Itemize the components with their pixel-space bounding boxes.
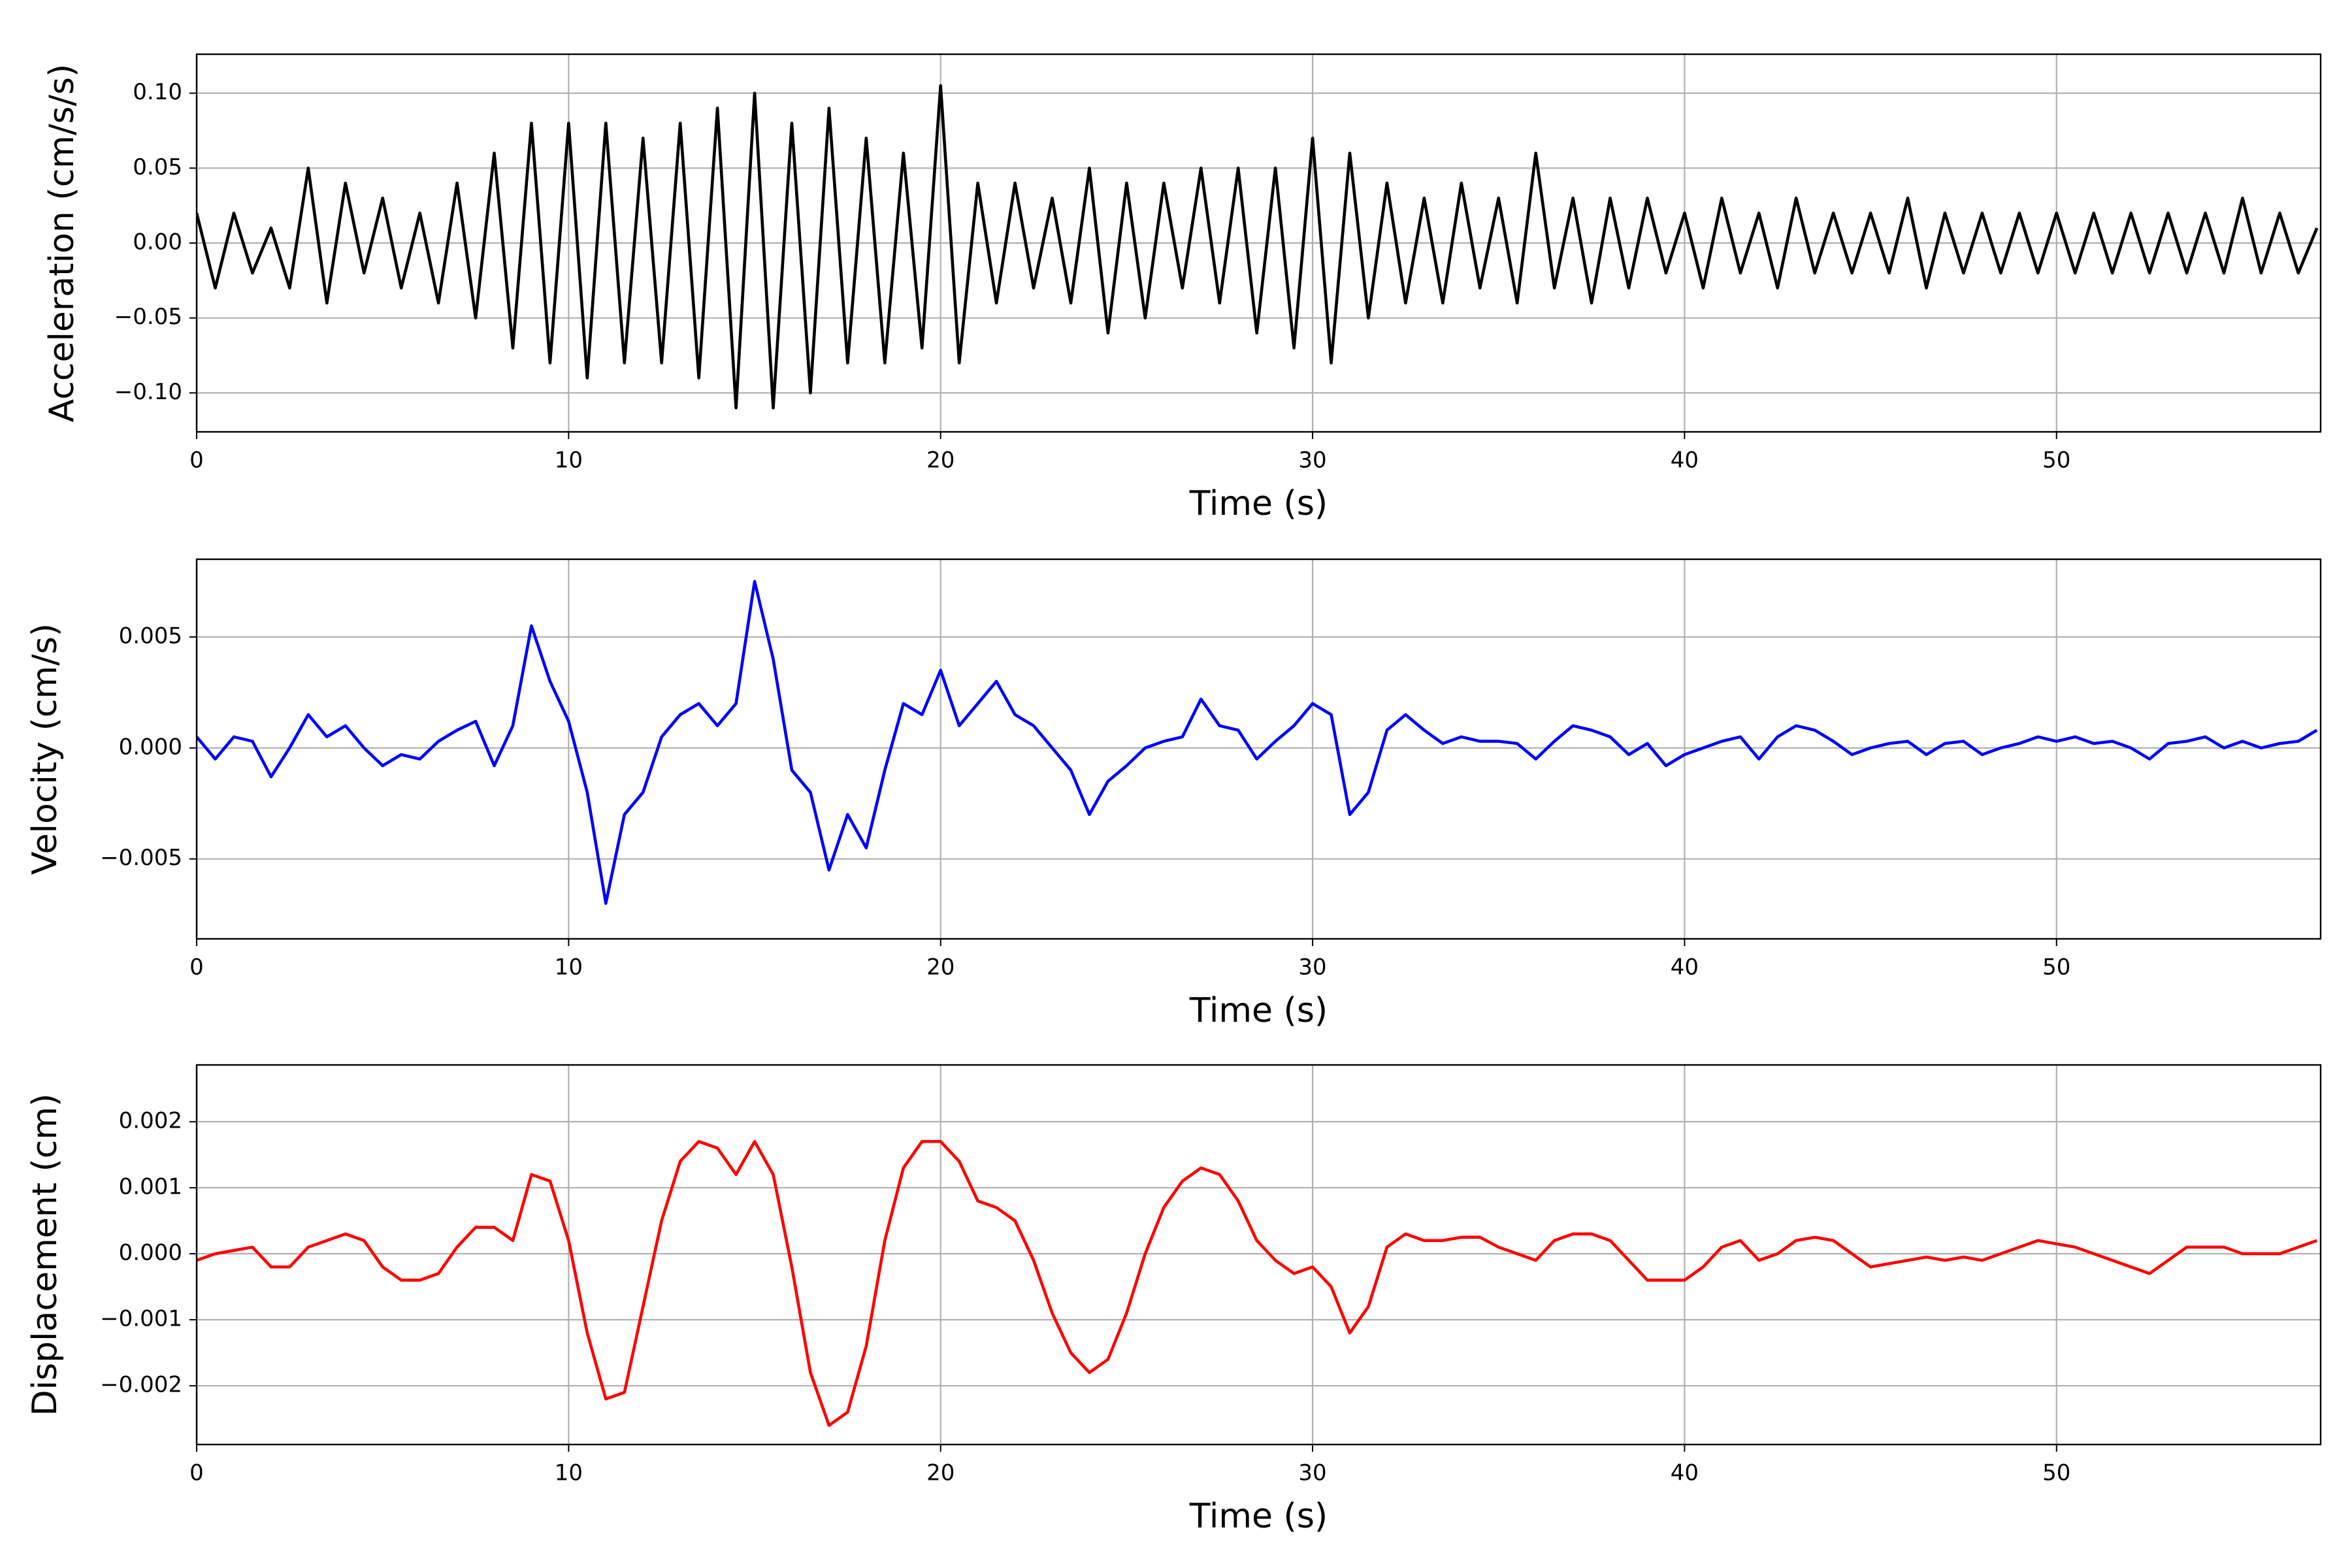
x-tick-label: 0: [189, 955, 204, 981]
x-axis-label: Time (s): [1189, 991, 1328, 1030]
y-tick-label: 0.005: [119, 623, 182, 649]
x-tick-label: 20: [926, 955, 955, 981]
axes-frame: [195, 1064, 2322, 1446]
y-tick-label: 0.001: [119, 1173, 182, 1200]
x-tick-label: 10: [555, 448, 583, 474]
x-tick-label: 10: [555, 955, 583, 981]
y-tick-label: −0.05: [114, 304, 182, 330]
x-tick-label: 50: [2042, 448, 2070, 474]
y-axis-label: Velocity (cm/s): [25, 623, 65, 875]
x-tick-label: 50: [2042, 1460, 2070, 1486]
x-axis-label: Time (s): [1189, 484, 1328, 523]
x-tick-label: 40: [1671, 1460, 1699, 1486]
axes-frame: [195, 53, 2322, 433]
axes-frame: [195, 558, 2322, 940]
x-tick-label: 10: [555, 1460, 583, 1486]
data-line: [197, 84, 2319, 410]
y-tick-label: 0.000: [119, 1239, 182, 1266]
y-tick-label: −0.005: [100, 845, 182, 871]
y-tick-label: 0.002: [119, 1107, 182, 1134]
x-tick-label: 30: [1298, 448, 1326, 474]
y-tick-label: 0.00: [133, 229, 182, 255]
y-axis-label: Displacement (cm): [25, 1094, 65, 1416]
x-tick-label: 30: [1298, 1460, 1326, 1486]
y-tick-label: 0.05: [133, 154, 182, 180]
x-tick-label: 40: [1671, 955, 1699, 981]
x-tick-label: 0: [189, 448, 204, 474]
x-tick-label: 20: [926, 1460, 955, 1486]
data-line: [197, 1139, 2318, 1427]
data-line: [197, 580, 2318, 905]
x-tick-label: 0: [189, 1460, 204, 1486]
x-tick-label: 40: [1671, 448, 1699, 474]
y-tick-label: −0.001: [100, 1306, 182, 1332]
y-axis-label: Acceleration (cm/s/s): [42, 64, 82, 423]
y-tick-label: −0.002: [100, 1372, 182, 1398]
panel: 0 10 20 30 40 50 −0.005 0.000 0.005 Time (s) Veloc…: [25, 558, 2322, 1030]
y-tick-label: 0.10: [133, 79, 182, 105]
y-tick-label: −0.10: [114, 379, 182, 405]
x-tick-label: 20: [926, 448, 955, 474]
panel: 0 10 20 30 40 50 −0.002 −0.001 0.000 0.001 0.002 Ti…: [25, 1064, 2322, 1536]
x-axis-label: Time (s): [1189, 1497, 1328, 1536]
panel: 0 10 20 30 40 50 −0.10 −0.05 0.00 0.05 0.10 Time (s…: [42, 53, 2322, 523]
x-tick-label: 30: [1298, 955, 1326, 981]
x-tick-label: 50: [2042, 955, 2070, 981]
y-tick-label: 0.000: [119, 734, 182, 760]
